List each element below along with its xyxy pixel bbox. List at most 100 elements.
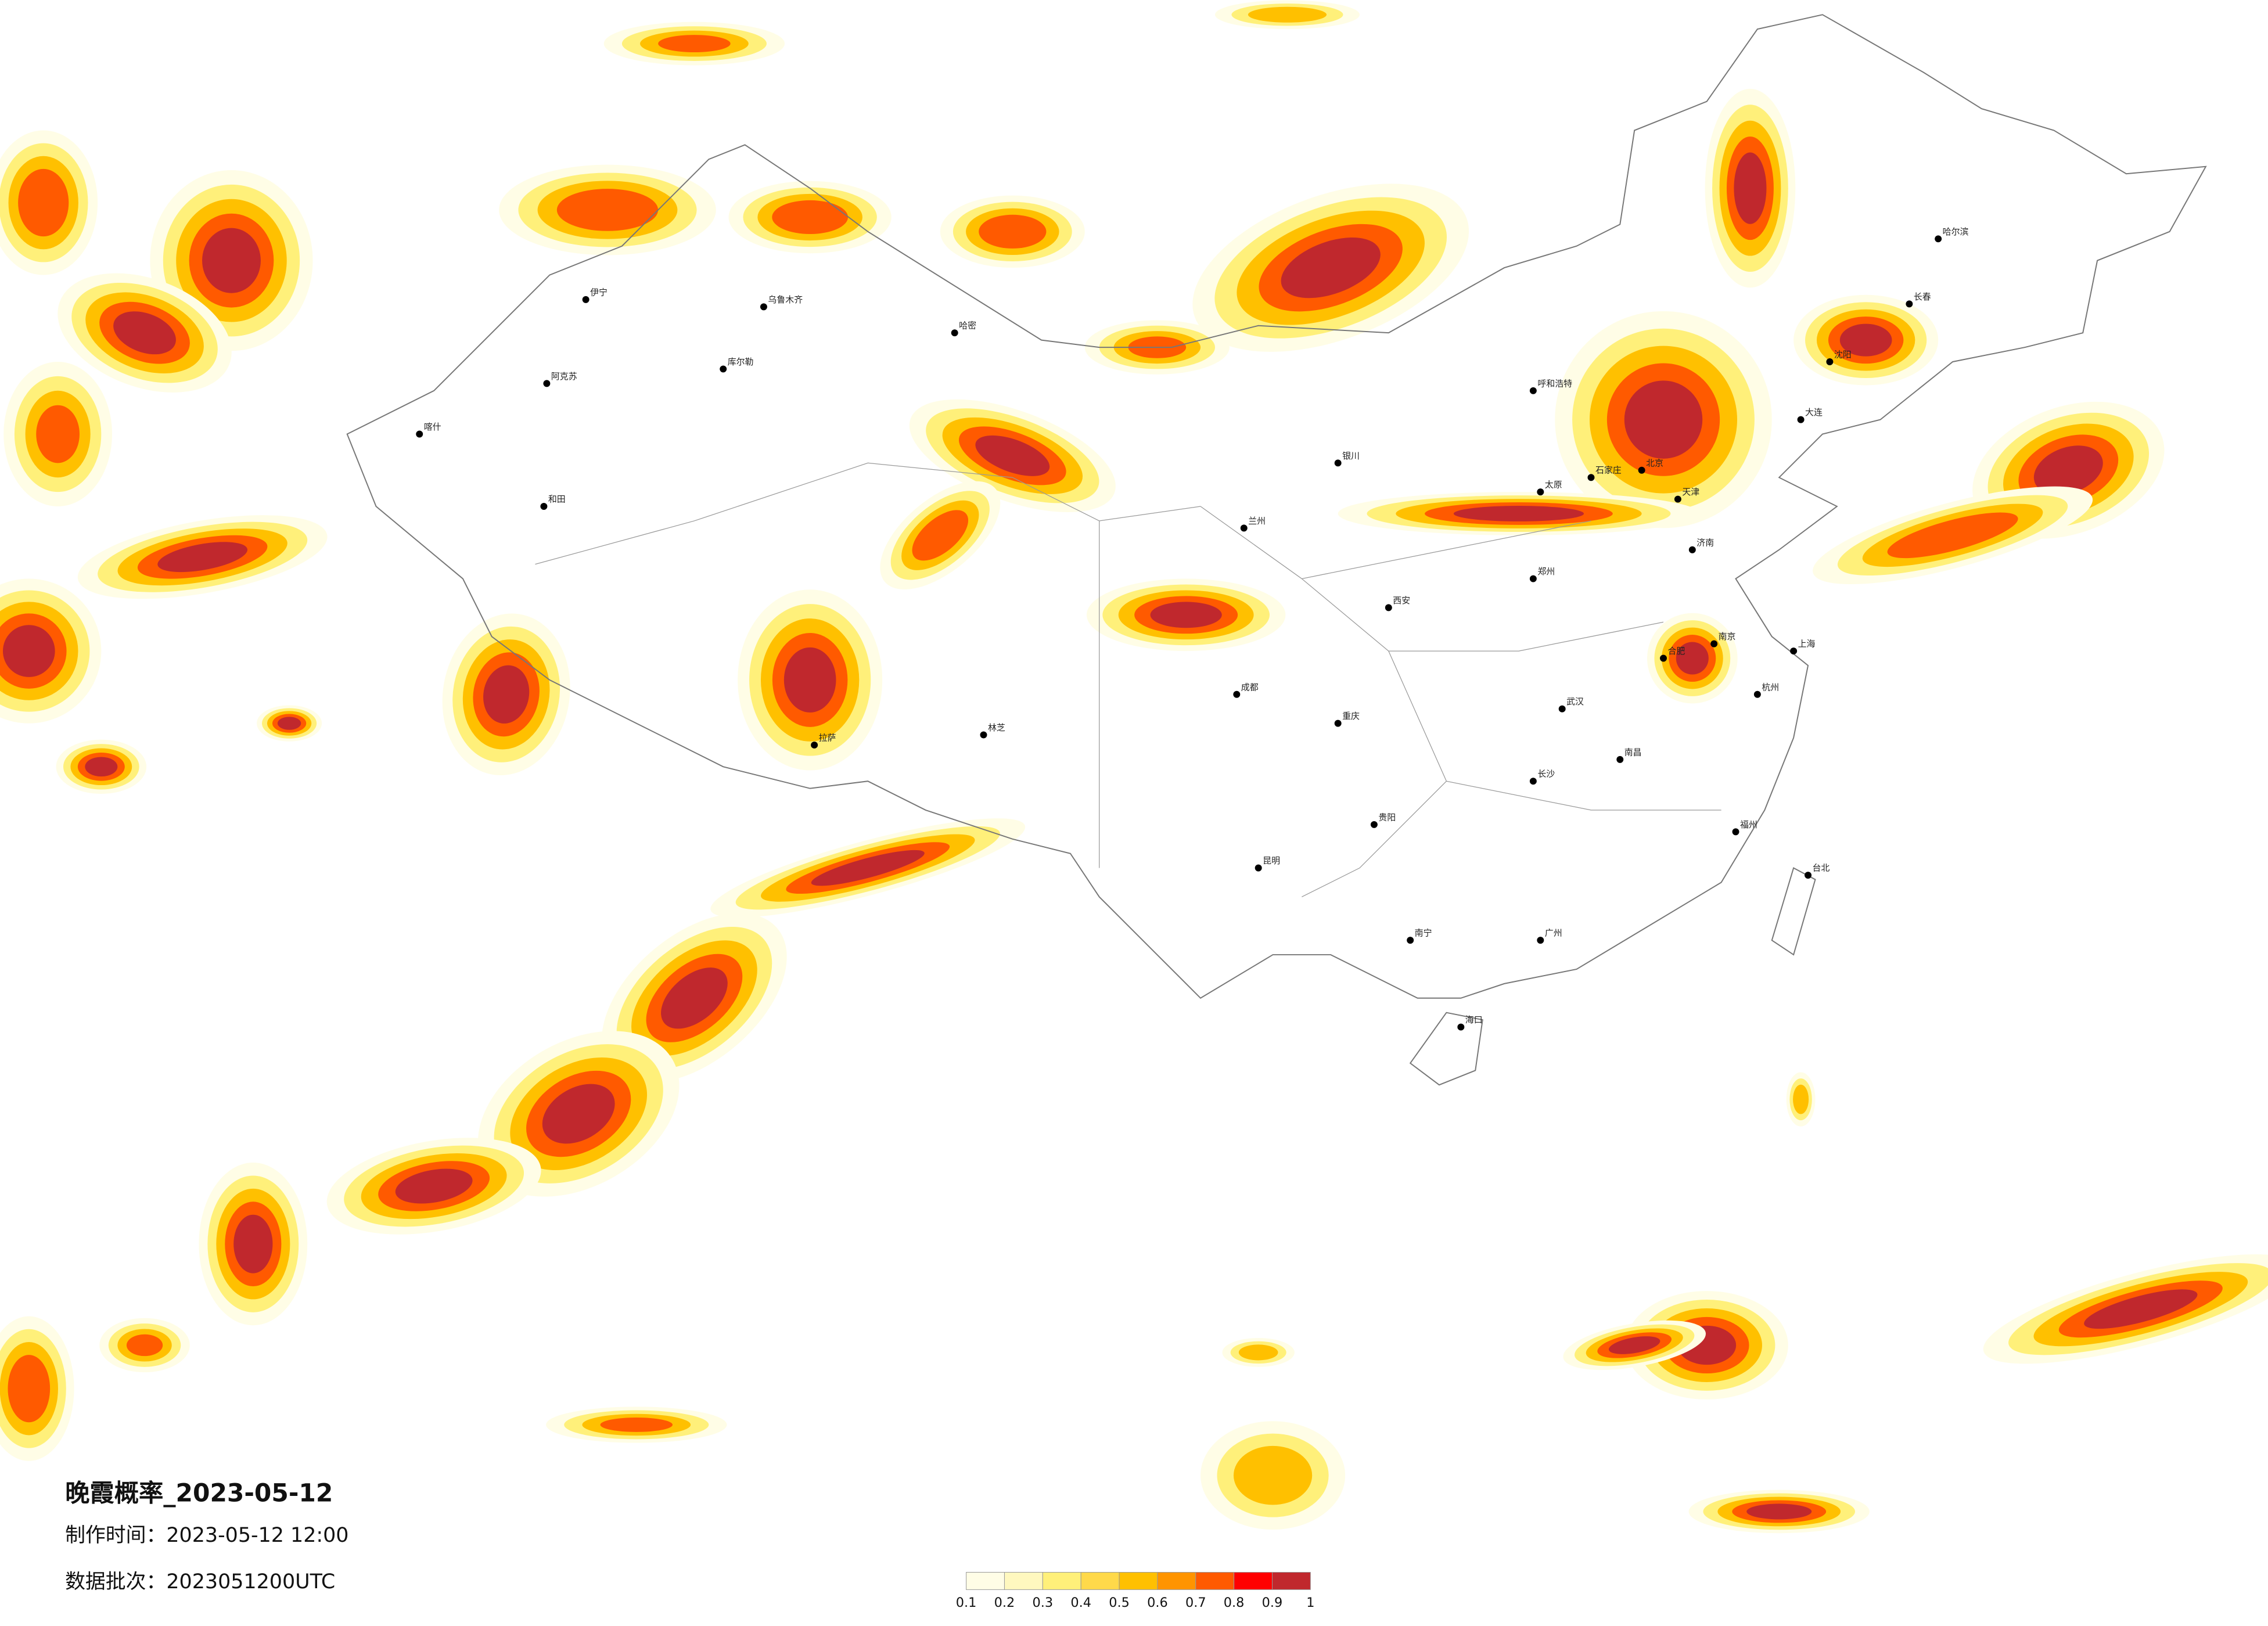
city-label: 昆明 [1263, 855, 1280, 866]
city-dot [1674, 495, 1681, 503]
city-label: 兰州 [1248, 516, 1266, 526]
city-dot [1255, 864, 1262, 872]
city-label: 郑州 [1537, 566, 1555, 577]
probability-area [1248, 6, 1327, 23]
made-time: 制作时间：2023-05-12 12:00 [65, 1524, 348, 1547]
probability-area [2084, 1289, 2198, 1329]
batch: 数据批次：2023051200UTC [65, 1570, 335, 1593]
probability-area [975, 435, 1050, 476]
city-label: 南京 [1719, 631, 1736, 642]
probability-area [1150, 602, 1222, 628]
probability-area [18, 168, 69, 237]
city-dot [1616, 756, 1624, 763]
probability-area [1608, 1336, 1660, 1354]
city-label: 西安 [1393, 595, 1410, 606]
city-label: 呼和浩特 [1537, 378, 1572, 388]
probability-area [202, 228, 261, 293]
city-dot [1732, 828, 1739, 836]
city-label: 合肥 [1667, 646, 1685, 656]
legend-tick-label: 0.5 [1109, 1595, 1130, 1610]
city-label: 南昌 [1624, 747, 1642, 757]
probability-area [1624, 380, 1703, 459]
city-dot [1805, 872, 1812, 879]
city-dot [951, 329, 958, 337]
probability-area [783, 647, 836, 713]
city-label: 福州 [1740, 819, 1757, 830]
probability-area [2033, 445, 2103, 495]
city-label: 广州 [1545, 928, 1562, 938]
probability-area [658, 35, 731, 53]
city-label: 济南 [1696, 537, 1714, 548]
city-dot [1537, 488, 1544, 496]
city-dot [1370, 821, 1378, 828]
probability-area [1233, 1445, 1313, 1505]
legend-swatch [1042, 1571, 1081, 1590]
legend-tick-label: 0.1 [956, 1595, 977, 1610]
city-label: 长沙 [1537, 769, 1555, 779]
probability-area [1453, 506, 1584, 521]
city-label: 台北 [1813, 863, 1830, 873]
probability-area [233, 1214, 273, 1274]
probability-area [811, 850, 925, 886]
city-label: 上海 [1798, 639, 1816, 649]
city-dot [582, 296, 590, 303]
city-label: 南宁 [1415, 928, 1432, 938]
city-label: 天津 [1682, 487, 1699, 497]
legend-tick-label: 0.7 [1185, 1595, 1206, 1610]
probability-area [556, 189, 659, 231]
probability-area [395, 1168, 473, 1204]
city-dot [811, 741, 818, 749]
legend-swatch [1157, 1571, 1196, 1590]
city-dot [1529, 575, 1537, 582]
city-label: 杭州 [1762, 682, 1779, 692]
legend-swatch [1195, 1571, 1235, 1590]
city-dot [1935, 235, 1942, 243]
legend: 0.1 0.2 0.3 0.4 0.5 0.6 0.7 0.8 0.9 1 [956, 1571, 1314, 1610]
map-title: 晚霞概率_2023-05-12 [65, 1478, 333, 1507]
city-label: 喀什 [424, 422, 441, 432]
legend-swatch [1080, 1571, 1120, 1590]
city-dot [760, 303, 767, 311]
city-label: 拉萨 [819, 732, 836, 743]
province-borders [535, 462, 1721, 898]
city-label: 重庆 [1342, 711, 1360, 721]
probability-area [126, 1334, 163, 1357]
probability-area [1793, 1084, 1809, 1114]
city-label: 长春 [1914, 292, 1931, 302]
city-dot [1334, 720, 1342, 727]
city-label: 伊宁 [590, 287, 608, 297]
city-dot [1558, 705, 1566, 713]
probability-area [600, 1418, 673, 1432]
city-dot [416, 430, 423, 438]
probability-area [661, 967, 728, 1029]
city-dot [1407, 937, 1414, 944]
probability-area [1676, 642, 1709, 675]
city-dot [1233, 690, 1241, 698]
city-label: 太原 [1545, 480, 1562, 490]
city-dot [1790, 647, 1798, 655]
city-dot [1529, 778, 1537, 785]
legend-swatch [966, 1571, 1005, 1590]
legend-swatch [1119, 1571, 1158, 1590]
city-dot [1826, 358, 1834, 365]
city-dot [1797, 416, 1805, 423]
city-label: 和田 [548, 494, 566, 505]
probability-area [36, 405, 80, 463]
city-label: 大连 [1805, 407, 1823, 418]
legend-tick-label: 0.4 [1070, 1595, 1091, 1610]
city-dot [980, 731, 987, 739]
city-label: 库尔勒 [728, 357, 754, 367]
city-dot [1529, 387, 1537, 394]
legend-tick-label: 1 [1306, 1595, 1314, 1610]
city-label: 石家庄 [1595, 465, 1622, 476]
city-label: 哈密 [959, 321, 976, 331]
city-dot [1537, 937, 1544, 944]
probability-area [542, 1084, 615, 1144]
probability-area [912, 510, 969, 561]
city-dot [1334, 459, 1342, 467]
city-dot [1710, 640, 1718, 647]
legend-swatch [1004, 1571, 1043, 1590]
legend-tick-label: 0.9 [1262, 1595, 1283, 1610]
